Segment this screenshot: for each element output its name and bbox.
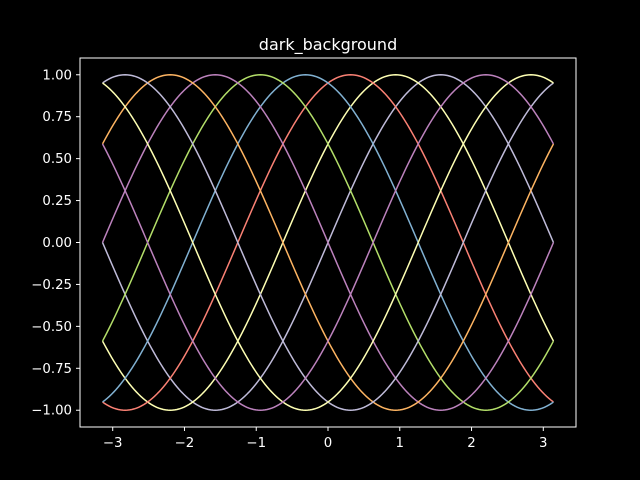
series-line-8 [102, 74, 554, 411]
y-tick-label: 0.00 [42, 236, 72, 251]
x-tick-label: 2 [467, 436, 475, 451]
series-line-9 [101, 74, 555, 411]
x-tick-label: 1 [396, 436, 404, 451]
y-tick-label: 1.00 [42, 68, 72, 83]
x-tick-label: 0 [324, 436, 332, 451]
series-line-5 [101, 74, 555, 411]
plot-lines [101, 74, 555, 411]
y-tick-label: −1.00 [31, 404, 72, 419]
y-tick-label: 0.50 [42, 152, 72, 167]
x-tick-label: 3 [539, 436, 547, 451]
series-line-3 [102, 74, 554, 411]
chart-title: dark_background [259, 35, 397, 55]
y-axis: 1.00 0.75 0.50 0.25 0.00 −0.25 −0.50 −0.75 −1.00 [31, 68, 80, 419]
y-tick-label: −0.25 [31, 278, 72, 293]
y-tick-label: 0.75 [42, 110, 72, 125]
x-axis: −3 −2 −1 0 1 2 3 [103, 427, 548, 451]
y-tick-label: 0.25 [42, 194, 72, 209]
x-tick-label: −2 [175, 436, 195, 451]
x-tick-label: −1 [246, 436, 266, 451]
y-tick-label: −0.75 [31, 362, 72, 377]
x-tick-label: −3 [103, 436, 123, 451]
y-tick-label: −0.50 [31, 320, 72, 335]
series-line-4 [101, 74, 555, 411]
